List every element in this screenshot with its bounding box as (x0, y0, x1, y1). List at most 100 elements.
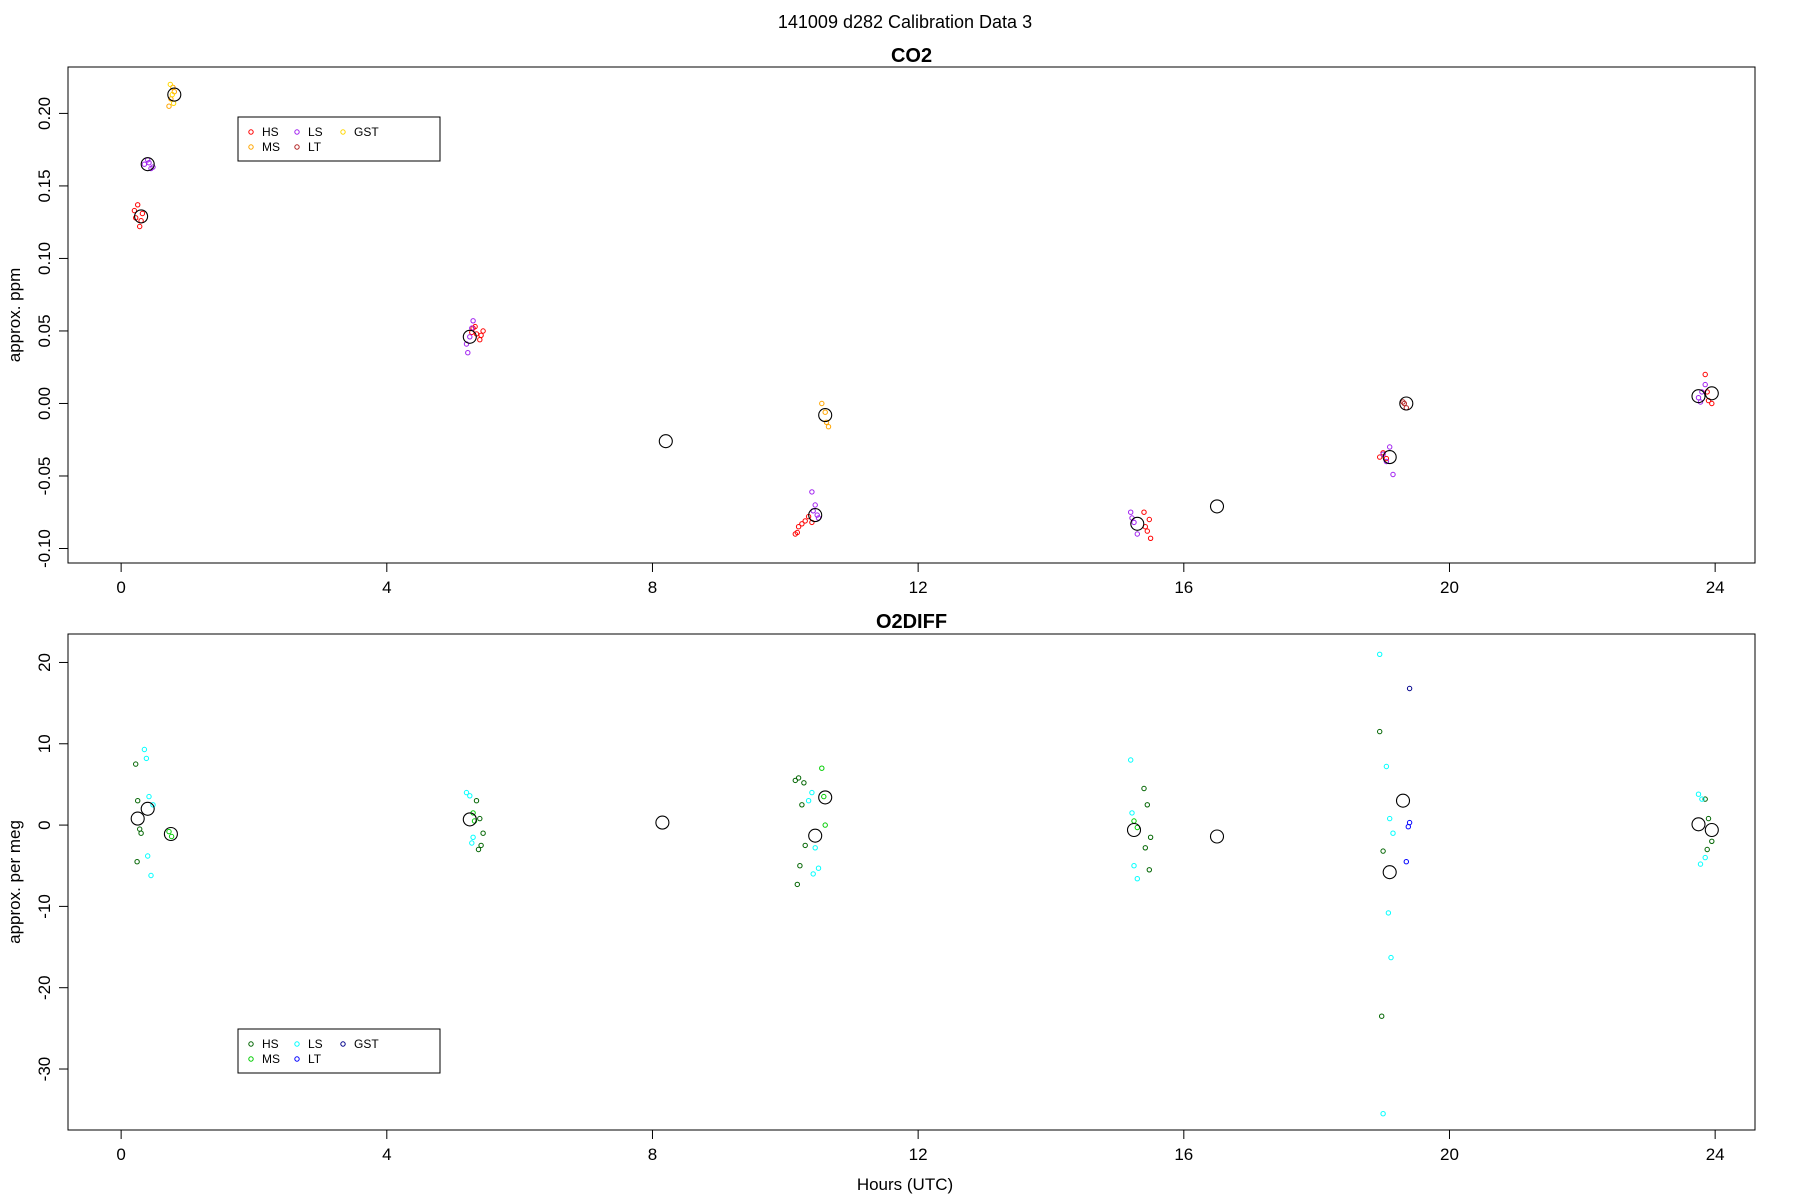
o2diff-legend-marker-hs (248, 1041, 254, 1047)
co2-average-point (808, 508, 823, 523)
o2diff-point-hs (1705, 815, 1712, 822)
co2-legend-label-gst: GST (354, 125, 379, 139)
co2-point-hs (799, 521, 805, 527)
co2-y-tick-label: 0.20 (35, 97, 54, 130)
o2diff-point-ls (1131, 863, 1137, 869)
co2-point-ls (1702, 381, 1708, 388)
o2diff-legend-label-hs: HS (262, 1037, 279, 1051)
o2diff-average-point (462, 812, 477, 827)
co2-x-tick-label: 20 (1440, 578, 1459, 597)
co2-point-ls (146, 160, 152, 166)
co2-point-hs (1383, 455, 1390, 462)
o2diff-point-ls (1388, 954, 1394, 961)
o2diff-point-lt (1403, 859, 1410, 865)
o2diff-point-ls (1383, 763, 1390, 770)
co2-legend-marker-hs (248, 129, 254, 135)
o2diff-point-ls (463, 789, 470, 796)
o2diff-point-hs (473, 798, 480, 804)
co2-point-ls (1390, 471, 1396, 478)
o2diff-point-ls (815, 865, 822, 871)
co2-x-tick-label: 16 (1174, 578, 1193, 597)
o2diff-y-tick-label: 10 (35, 734, 54, 753)
co2-point-ms (825, 424, 832, 430)
o2diff-point-ls (143, 755, 150, 762)
co2-point-hs (1144, 528, 1151, 534)
co2-x-tick-label: 0 (116, 578, 125, 597)
co2-average-point (462, 329, 477, 344)
co2-point-hs (1709, 400, 1715, 407)
o2diff-point-ls (1134, 876, 1141, 882)
o2diff-point-ls (1702, 854, 1708, 861)
co2-point-ms (823, 419, 830, 425)
o2diff-y-tick-label: -30 (35, 1057, 54, 1082)
o2diff-legend-marker-ms (248, 1056, 254, 1062)
co2-point-ls (809, 489, 815, 495)
co2-point-ls (1131, 519, 1137, 526)
o2diff-average-point (818, 790, 833, 805)
o2diff-average-point (655, 815, 670, 830)
co2-point-ms (166, 103, 172, 109)
co2-point-ls (1387, 444, 1393, 450)
co2-point-ms (822, 409, 828, 415)
o2diff-point-hs (1379, 1013, 1385, 1019)
co2-x-tick-label: 8 (648, 578, 657, 597)
o2diff-point-hs (480, 830, 486, 836)
o2diff-point-hs (1142, 845, 1149, 851)
co2-point-hs (1147, 535, 1154, 541)
o2diff-legend-label-gst: GST (354, 1037, 379, 1051)
co2-y-tick-label: 0.00 (35, 387, 54, 420)
co2-point-hs (795, 524, 802, 530)
o2diff-point-hs (1704, 846, 1710, 853)
o2diff-x-tick-label: 4 (382, 1145, 391, 1164)
co2-average-point (1382, 450, 1397, 465)
co2-point-ls (141, 161, 148, 167)
co2-point-ls (1697, 399, 1704, 405)
co2-point-ls (1134, 531, 1141, 537)
co2-point-ls (814, 512, 820, 518)
co2-legend-label-hs: HS (262, 125, 279, 139)
o2diff-point-hs (795, 775, 802, 781)
o2diff-average-point (1691, 817, 1706, 832)
co2-point-hs (480, 328, 486, 334)
o2diff-point-hs (1380, 848, 1386, 854)
o2diff-point-ls (1380, 1111, 1386, 1117)
co2-legend-marker-ls (294, 129, 300, 135)
o2diff-point-hs (477, 815, 483, 822)
o2diff-point-ls (146, 793, 152, 800)
o2diff-point-ms (822, 822, 828, 828)
co2-point-ms (819, 400, 825, 407)
o2diff-average-point (808, 828, 823, 843)
o2diff-point-hs (801, 780, 807, 786)
o2diff-average-point (163, 826, 178, 842)
co2-x-tick-label: 4 (382, 578, 391, 597)
co2-point-ls (1128, 509, 1134, 515)
o2diff-average-point (1382, 865, 1397, 880)
o2diff-point-hs (135, 798, 141, 804)
o2diff-point-ls (1385, 910, 1392, 916)
o2diff-x-tick-label: 20 (1440, 1145, 1459, 1164)
co2-legend-marker-lt (294, 144, 300, 150)
o2diff-y-tick-label: 20 (35, 653, 54, 672)
co2-point-ls (465, 350, 471, 356)
co2-point-hs (1146, 516, 1153, 523)
o2diff-point-ls (1377, 651, 1383, 657)
co2-point-gst (169, 91, 176, 98)
co2-y-tick-label: -0.10 (35, 529, 54, 568)
o2diff-point-hs (1147, 834, 1154, 840)
o2diff-point-ms (819, 765, 825, 771)
co2-point-ls (467, 334, 473, 340)
co2-average-point (167, 87, 182, 102)
o2diff-point-ls (809, 789, 815, 796)
figure-title: 141009 d282 Calibration Data 3 (778, 12, 1032, 32)
o2diff-average-point (130, 811, 145, 826)
o2diff-legend-marker-gst (340, 1041, 346, 1047)
co2-point-hs (478, 332, 484, 338)
o2diff-y-axis-label: approx. per meg (5, 820, 24, 944)
o2diff-point-hs (134, 859, 140, 865)
o2diff-point-hs (138, 830, 144, 836)
co2-point-hs (139, 210, 146, 217)
co2-y-tick-label: 0.10 (35, 242, 54, 275)
co2-y-axis-label: approx. ppm (5, 268, 24, 363)
o2diff-legend-box (237, 1028, 441, 1074)
o2diff-point-hs (794, 881, 800, 888)
